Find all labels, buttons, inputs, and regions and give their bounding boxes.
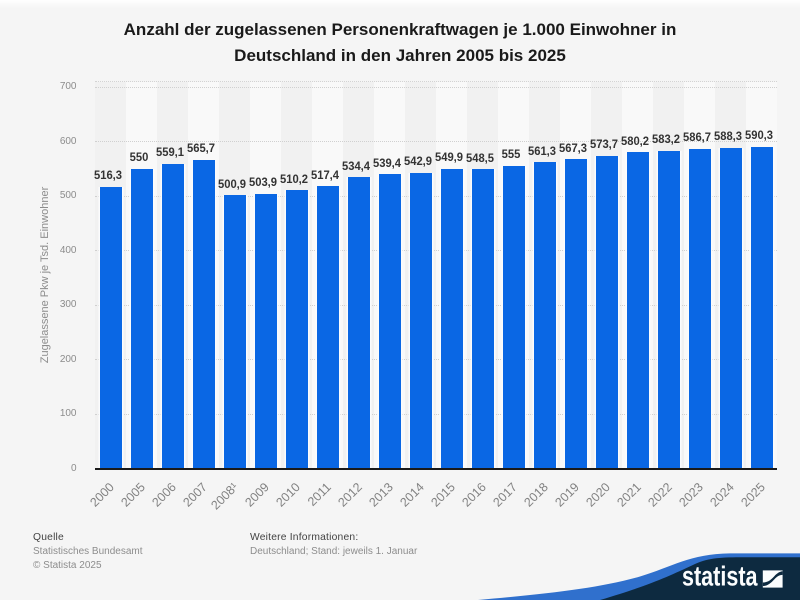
svg-text:statista: statista [682,561,758,592]
